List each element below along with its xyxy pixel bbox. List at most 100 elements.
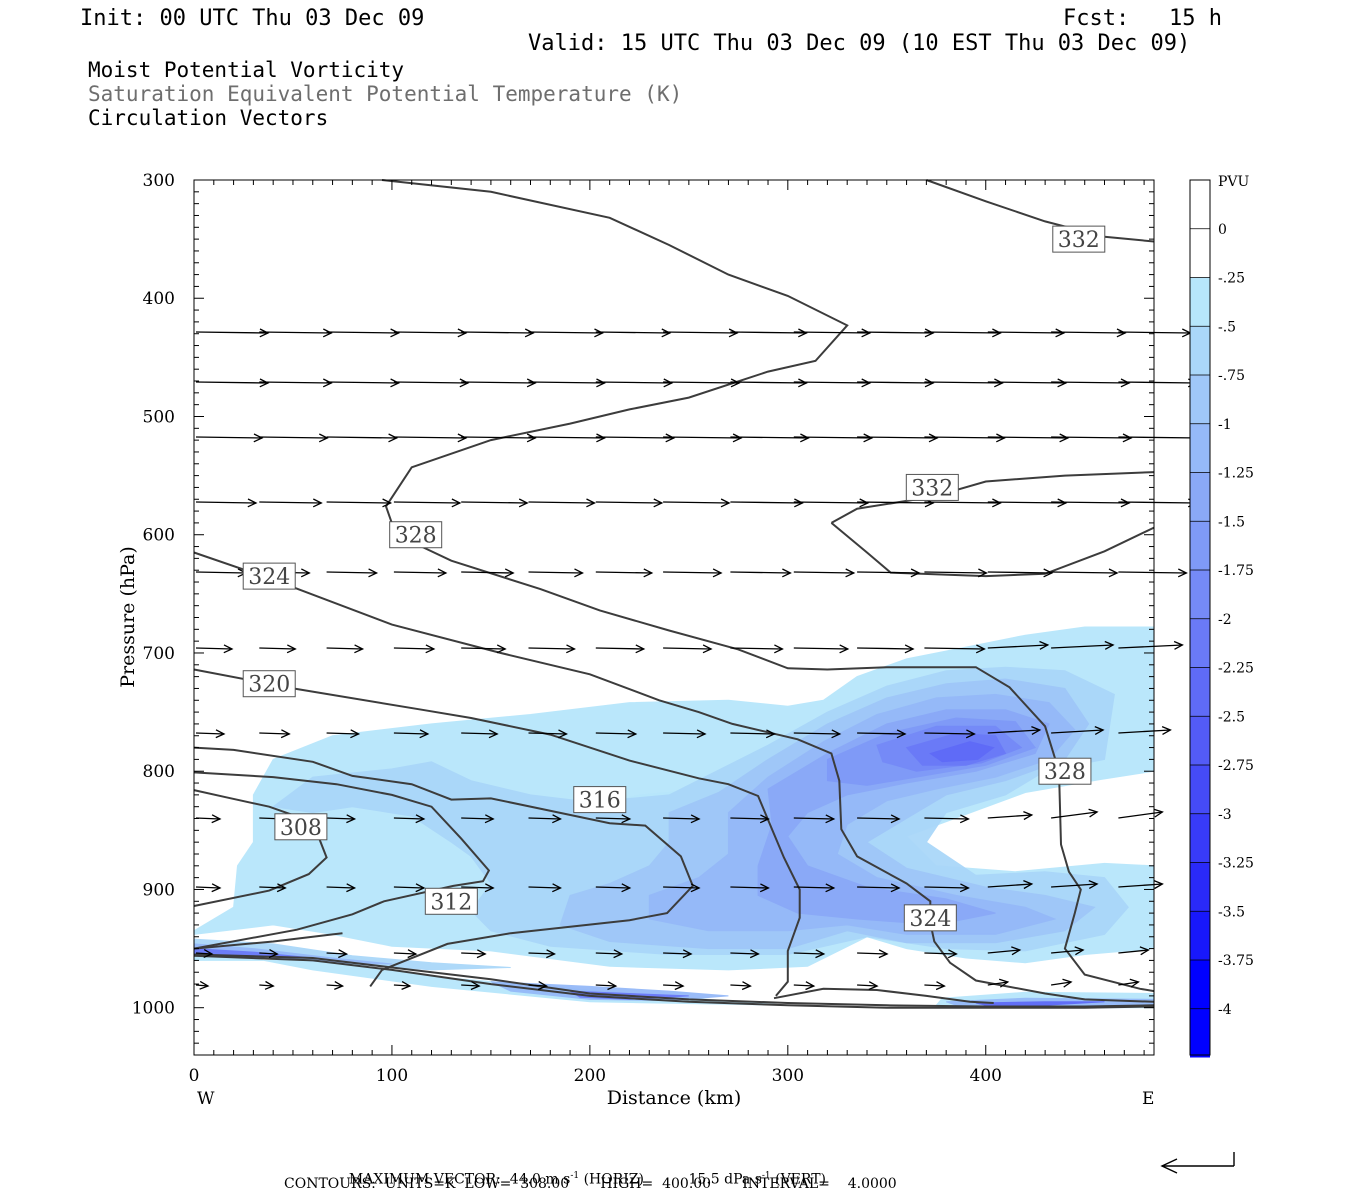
vector-0-0 — [195, 328, 270, 338]
vector-10-0 — [195, 980, 210, 990]
vector-8-13 — [1051, 879, 1099, 889]
vector-shaft — [793, 381, 870, 384]
vector-7-0 — [195, 814, 222, 824]
colorbar-label: -4 — [1218, 1002, 1232, 1018]
axis-ticks — [193, 179, 1154, 1056]
vector-3-1 — [259, 498, 323, 508]
vector-5-4 — [461, 644, 507, 654]
vector-2-5 — [528, 433, 606, 443]
contour-label-text: 328 — [1044, 760, 1086, 785]
vector-shaft — [393, 436, 466, 439]
vector-shaft — [924, 331, 1001, 334]
vector-head — [415, 814, 426, 824]
vector-5-7 — [663, 644, 713, 654]
vector-6-12 — [987, 725, 1042, 735]
vector-6-14 — [1118, 725, 1172, 735]
vector-5-2 — [326, 644, 365, 654]
vector-head — [759, 814, 770, 824]
colorbar-bin-13 — [1190, 813, 1210, 863]
vector-shaft — [195, 501, 257, 504]
vector-head — [896, 729, 907, 739]
vector-2-1 — [259, 433, 329, 443]
vector-shaft — [1118, 571, 1187, 574]
y-tick-label: 1000 — [132, 999, 175, 1019]
vector-head — [338, 949, 349, 959]
vector-head — [621, 883, 632, 893]
vector-head — [1120, 498, 1131, 508]
vector-shaft — [595, 984, 616, 987]
vector-shaft — [1118, 644, 1183, 649]
vector-head — [712, 568, 723, 578]
vector-10-10 — [857, 981, 879, 991]
vector-head — [596, 378, 606, 388]
vector-shaft — [730, 331, 807, 334]
vector-head — [1057, 498, 1068, 508]
vector-head — [643, 568, 654, 578]
colorbar-bin-3 — [1190, 326, 1210, 375]
vector-head — [928, 433, 939, 443]
vector-head — [696, 729, 707, 739]
vector-shaft — [393, 501, 460, 504]
vector-head — [1031, 725, 1042, 735]
vector-shaft — [393, 647, 434, 650]
vector-6-0 — [195, 729, 226, 739]
vector-head — [1139, 946, 1150, 956]
vector-1-6 — [595, 378, 674, 388]
contour-label-text: 320 — [248, 673, 290, 698]
vert-exponent: -1 — [761, 1171, 771, 1181]
vector-shaft — [987, 571, 1052, 574]
contour-label-box — [573, 786, 627, 814]
vector-shaft — [857, 436, 938, 439]
vector-head — [613, 949, 624, 959]
vector-head — [992, 328, 1002, 338]
theta-e-contour-324-4 — [193, 551, 1155, 1003]
vector-head — [702, 644, 713, 654]
colorbar-bin-10 — [1190, 667, 1210, 717]
colorbar-label: -2 — [1218, 612, 1232, 628]
vector-head — [665, 433, 676, 443]
vector-0-8 — [730, 328, 808, 338]
contour-label-box — [389, 521, 443, 549]
vector-2-8 — [730, 433, 810, 443]
vector-7-12 — [987, 810, 1034, 821]
vector-0-13 — [1051, 328, 1127, 338]
colorbar-bin-11 — [1190, 716, 1210, 765]
theta-e-contour-300-11 — [193, 954, 1155, 1009]
vector-head — [425, 644, 436, 654]
vector-shaft — [393, 817, 424, 820]
colorbar-bin-15 — [1190, 911, 1210, 960]
vector-shaft — [595, 331, 670, 334]
vector-shaft — [1051, 729, 1104, 734]
vector-head — [1104, 640, 1115, 650]
vector-shaft — [461, 436, 536, 439]
vector-head — [253, 433, 264, 443]
vector-shaft — [195, 647, 233, 650]
vector-shaft — [259, 984, 274, 987]
vector-head — [211, 814, 222, 824]
colorbar-bin-2 — [1190, 277, 1210, 327]
vector-shaft — [987, 981, 1008, 986]
colorbar-bin-16 — [1190, 960, 1210, 1009]
contour-label-box — [1038, 757, 1092, 785]
vector-shaft — [259, 381, 332, 384]
vector-shaft — [924, 381, 1003, 384]
vector-2-6 — [595, 433, 676, 443]
vector-1-4 — [461, 378, 537, 388]
vector-7-7 — [663, 814, 701, 824]
vector-2-3 — [393, 433, 468, 443]
vector-head — [959, 814, 970, 824]
vector-shaft — [1118, 811, 1163, 819]
contour-label-4: 320 — [242, 670, 296, 698]
vector-shaft — [195, 436, 263, 439]
colorbar-label: -3.25 — [1218, 856, 1254, 872]
vector-8-12 — [987, 879, 1034, 890]
vector-head — [994, 378, 1004, 388]
theta-e-contour-328-3 — [381, 179, 1155, 993]
vector-shaft — [326, 331, 399, 334]
vector-5-0 — [195, 644, 234, 654]
vector-shaft — [259, 331, 332, 334]
vector-9-14 — [1118, 946, 1150, 956]
vector-shaft — [195, 571, 247, 574]
vector-head — [621, 814, 632, 824]
vector-shaft — [528, 817, 561, 820]
